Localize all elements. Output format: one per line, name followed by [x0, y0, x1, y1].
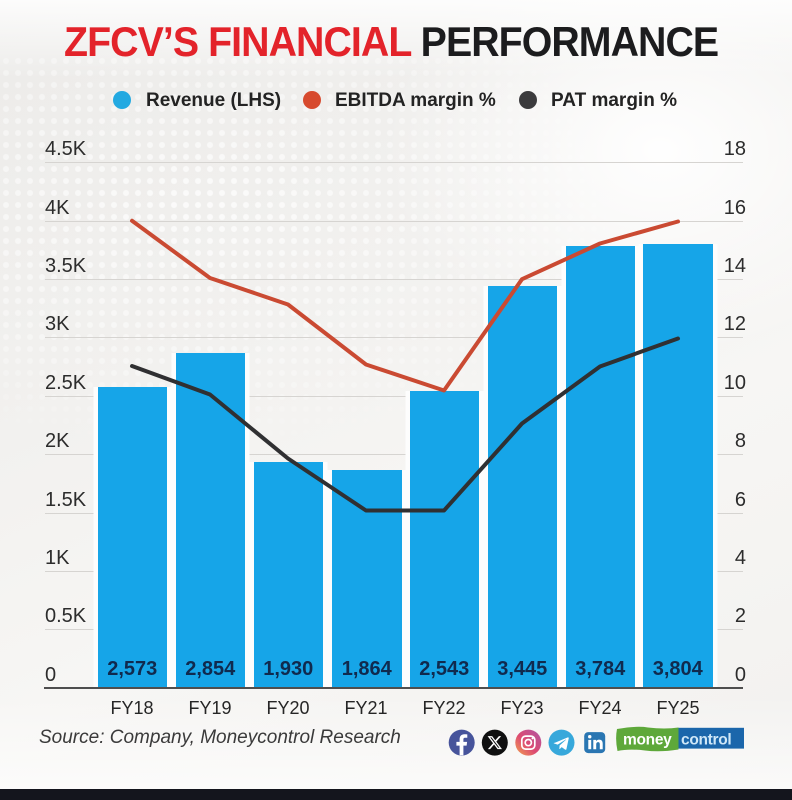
- svg-text:money: money: [623, 732, 672, 749]
- svg-text:control: control: [681, 732, 731, 749]
